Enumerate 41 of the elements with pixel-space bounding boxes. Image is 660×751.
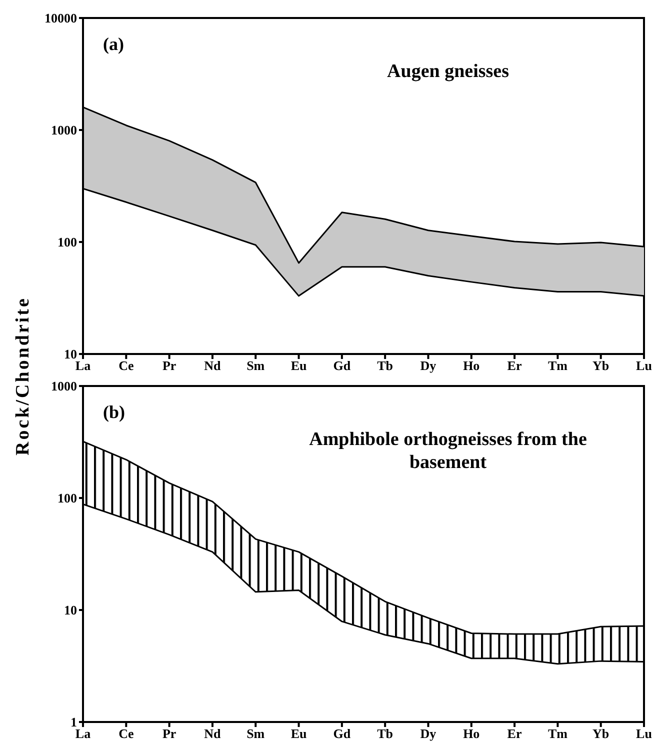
x-tick-label: Sm xyxy=(246,726,265,742)
y-axis-title: Rock/Chondrite xyxy=(12,296,34,456)
x-tick-label: Tb xyxy=(377,726,394,742)
y-tick-label: 1000 xyxy=(51,122,77,138)
x-tick-label: Nd xyxy=(204,726,222,742)
y-tick-label: 10000 xyxy=(44,10,77,26)
x-tick-label: Eu xyxy=(290,358,307,374)
x-tick-label: Dy xyxy=(420,726,437,742)
x-tick-label: La xyxy=(75,726,92,742)
x-tick-label: Pr xyxy=(162,726,176,742)
annotation: (a) xyxy=(103,34,124,55)
x-tick-label: Gd xyxy=(333,726,352,742)
x-tick-label: Gd xyxy=(333,358,352,374)
x-tick-label: Lu xyxy=(636,358,652,374)
x-tick-label: Eu xyxy=(290,726,307,742)
y-tick-label: 10 xyxy=(64,602,77,618)
x-tick-label: Er xyxy=(507,358,522,374)
x-tick-label: Pr xyxy=(162,358,176,374)
annotation: (b) xyxy=(103,402,125,423)
x-tick-label: Tm xyxy=(548,358,568,374)
x-tick-label: Tb xyxy=(377,358,394,374)
x-tick-label: Er xyxy=(507,726,522,742)
y-tick-label: 10 xyxy=(64,346,77,362)
y-tick-label: 100 xyxy=(58,234,77,250)
x-tick-label: Lu xyxy=(636,726,652,742)
annotation: Amphibole orthogneisses from the basement xyxy=(308,428,588,474)
x-tick-label: La xyxy=(75,358,92,374)
x-tick-label: Yb xyxy=(592,358,610,374)
x-tick-label: Ce xyxy=(118,726,134,742)
annotation: Augen gneisses xyxy=(386,60,510,83)
x-tick-label: Ho xyxy=(463,358,480,374)
x-tick-label: Yb xyxy=(592,726,610,742)
y-tick-label: 1000 xyxy=(51,378,77,394)
y-tick-label: 1 xyxy=(70,714,77,730)
x-tick-label: Nd xyxy=(204,358,222,374)
x-tick-label: Ce xyxy=(118,358,134,374)
x-tick-label: Dy xyxy=(420,358,437,374)
x-tick-label: Sm xyxy=(246,358,265,374)
x-tick-label: Ho xyxy=(463,726,480,742)
x-tick-label: Tm xyxy=(548,726,568,742)
y-tick-label: 100 xyxy=(58,490,77,506)
